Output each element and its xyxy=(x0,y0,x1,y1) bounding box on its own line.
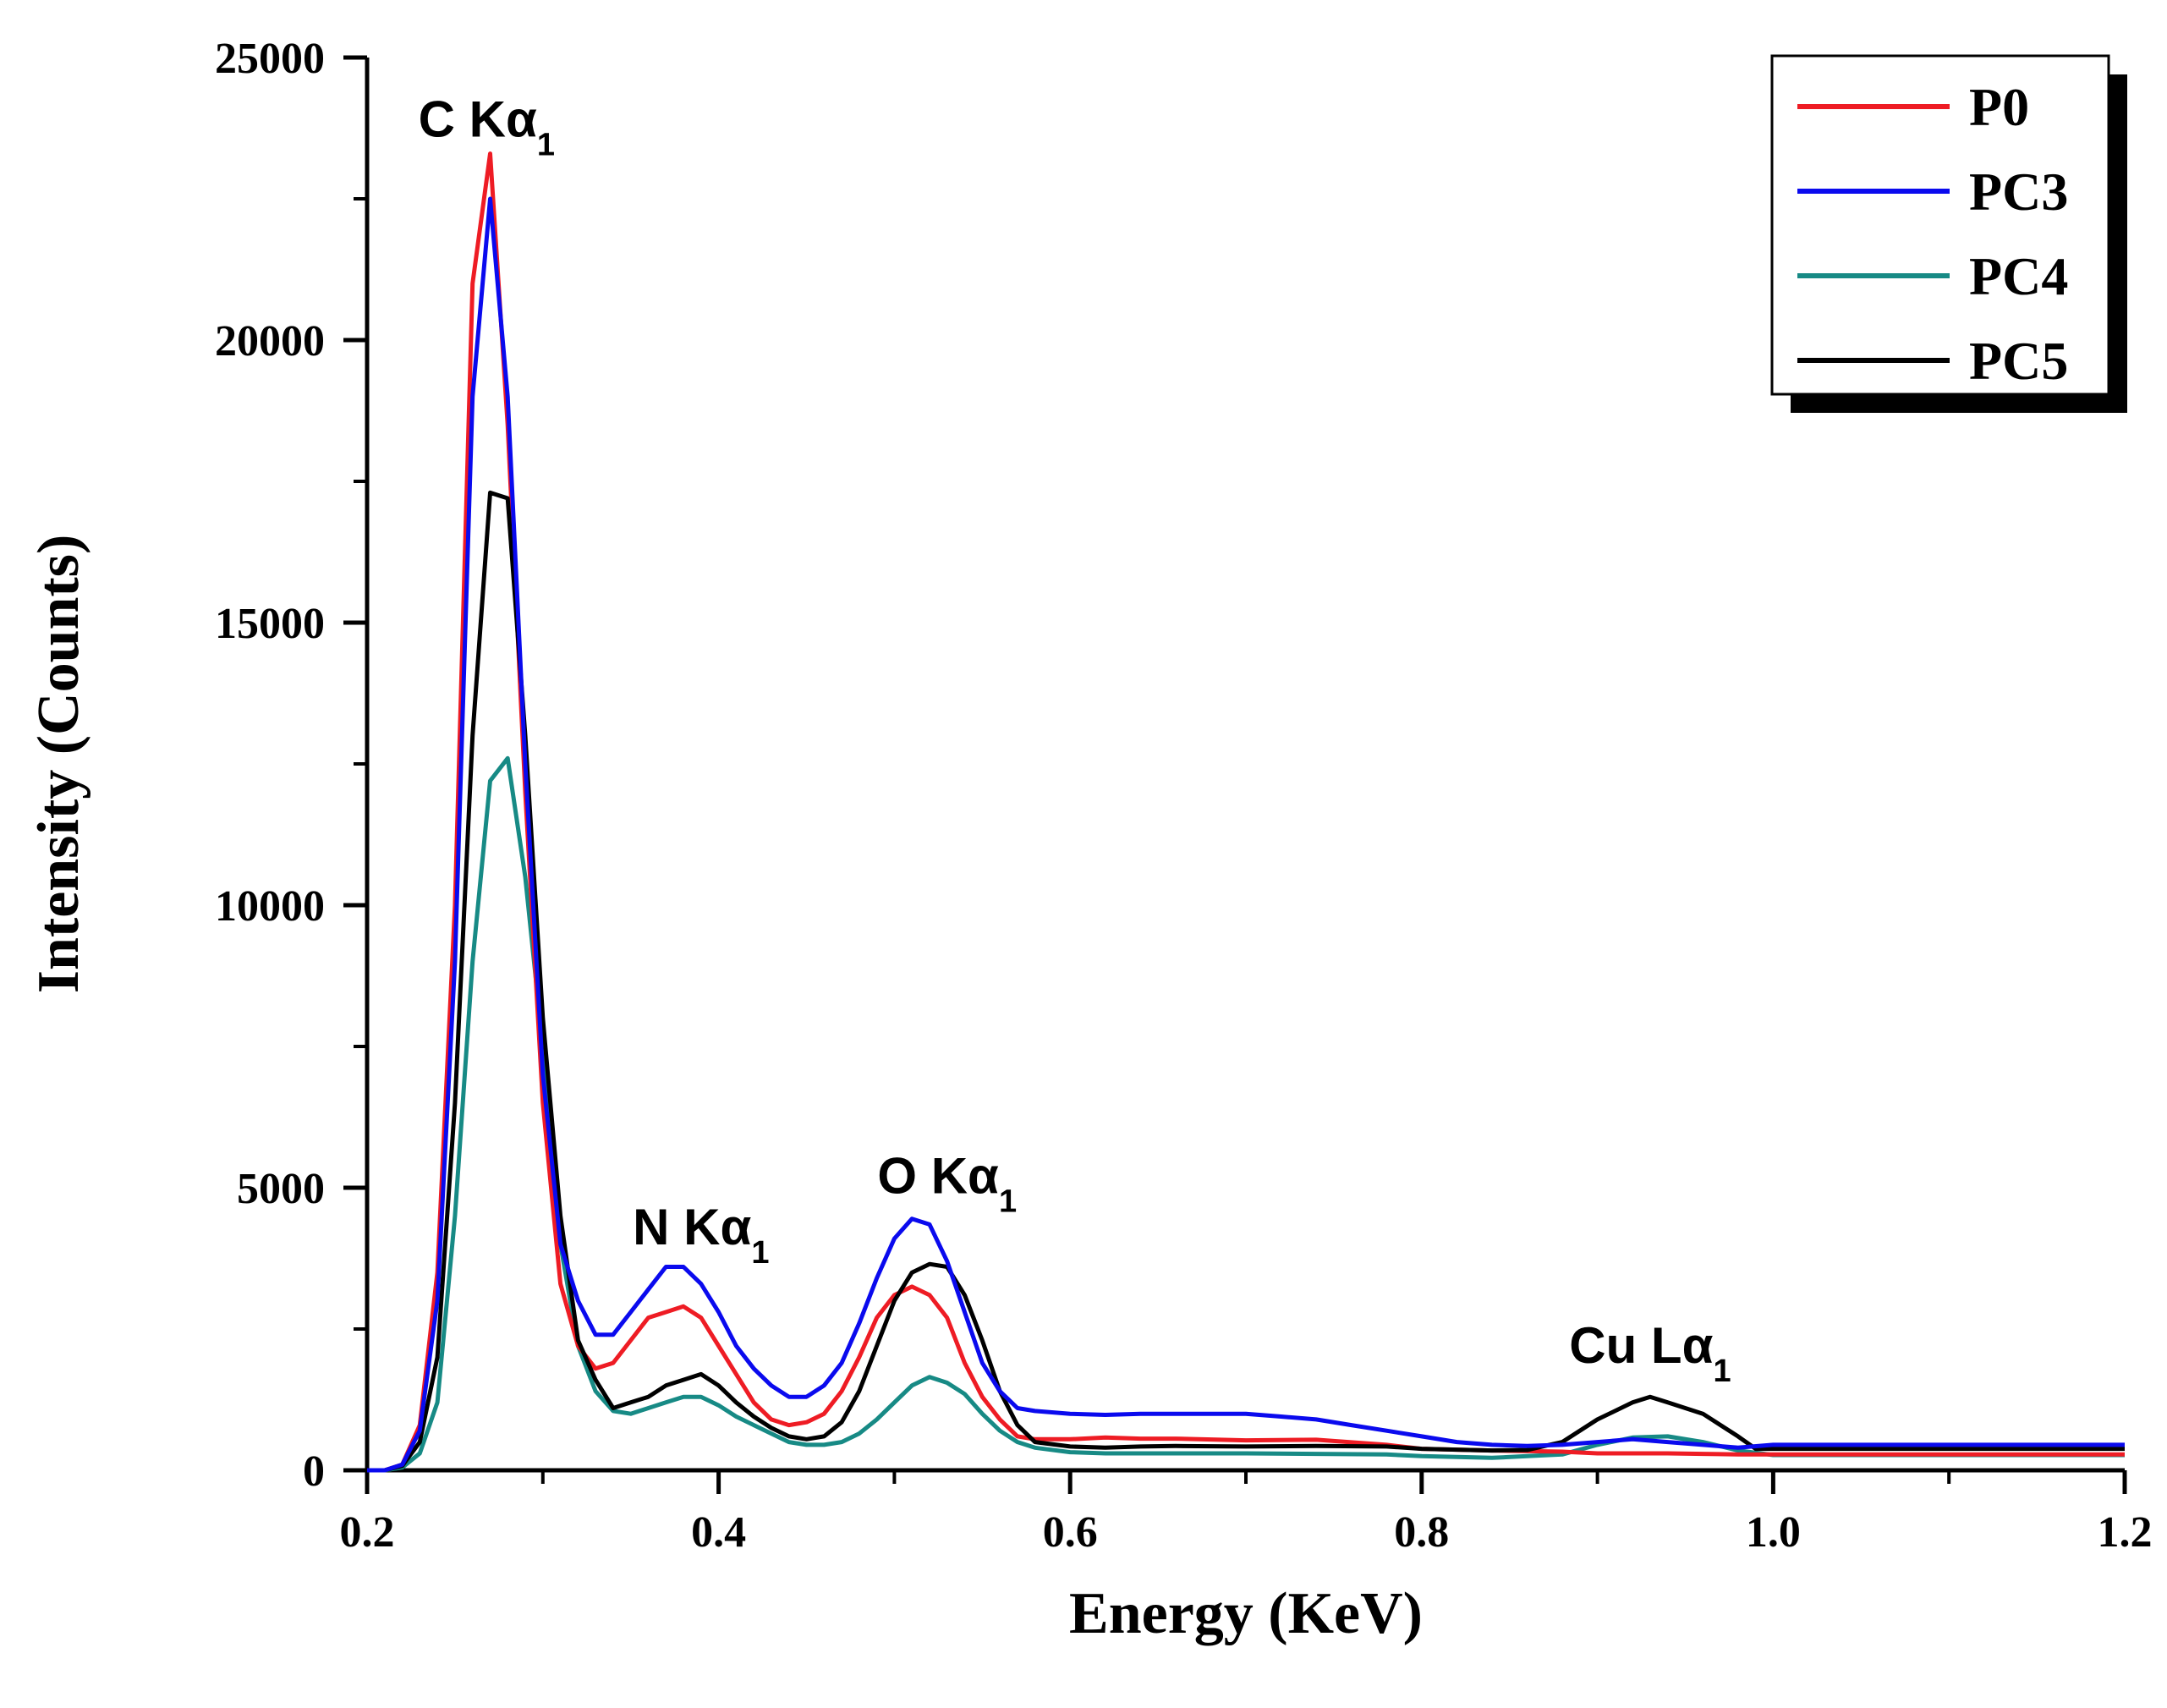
peak-annotation: O Kα1 xyxy=(877,1148,1017,1220)
series-lines xyxy=(367,151,2125,1473)
x-tick-label: 0.8 xyxy=(1394,1508,1449,1557)
y-axis-title: Intensity (Counts) xyxy=(26,535,91,994)
x-axis-title: Energy (KeV) xyxy=(1069,1581,1423,1646)
y-tick-label: 10000 xyxy=(215,882,325,931)
legend-label-pc5: PC5 xyxy=(1969,331,2068,391)
peak-annotation-subscript: 1 xyxy=(1713,1354,1731,1389)
y-tick-label: 20000 xyxy=(215,317,325,365)
peak-annotation: C Kα1 xyxy=(419,91,555,163)
peak-annotation-subscript: 1 xyxy=(751,1235,769,1271)
series-line-pc3 xyxy=(367,196,2125,1473)
x-tick-label: 0.4 xyxy=(691,1508,746,1557)
legend-label-pc3: PC3 xyxy=(1969,162,2068,222)
x-tick-label: 0.6 xyxy=(1043,1508,1098,1557)
peak-annotation-main: N Kα xyxy=(633,1199,751,1255)
series-line-pc5 xyxy=(367,490,2125,1473)
series-line-pc4 xyxy=(367,755,2125,1473)
y-tick-label: 5000 xyxy=(237,1165,325,1213)
peak-annotation-main: Cu Lα xyxy=(1569,1317,1713,1374)
peak-annotation: N Kα1 xyxy=(633,1199,769,1271)
peak-annotation: Cu Lα1 xyxy=(1569,1317,1731,1389)
y-tick-label: 0 xyxy=(303,1447,325,1496)
y-ticks: 0 5000 10000 15000 20000 25000 xyxy=(215,35,367,1496)
peak-annotation-subscript: 1 xyxy=(537,128,555,163)
peak-annotation-subscript: 1 xyxy=(999,1184,1017,1220)
y-tick-label: 25000 xyxy=(215,35,325,83)
peak-annotation-main: O Kα xyxy=(877,1148,999,1205)
legend-label-p0: P0 xyxy=(1969,77,2029,137)
x-tick-label: 1.2 xyxy=(2098,1508,2153,1557)
x-tick-label: 0.2 xyxy=(340,1508,395,1557)
y-tick-label: 15000 xyxy=(215,600,325,648)
legend-box xyxy=(1770,54,2110,396)
x-ticks: 0.2 0.4 0.6 0.8 1.0 1.2 xyxy=(340,1470,2153,1557)
x-tick-label: 1.0 xyxy=(1746,1508,1801,1557)
peak-annotation-main: C Kα xyxy=(419,91,537,148)
legend-label-pc4: PC4 xyxy=(1969,246,2068,306)
legend: P0 PC3 PC4 PC5 xyxy=(1770,54,2127,413)
